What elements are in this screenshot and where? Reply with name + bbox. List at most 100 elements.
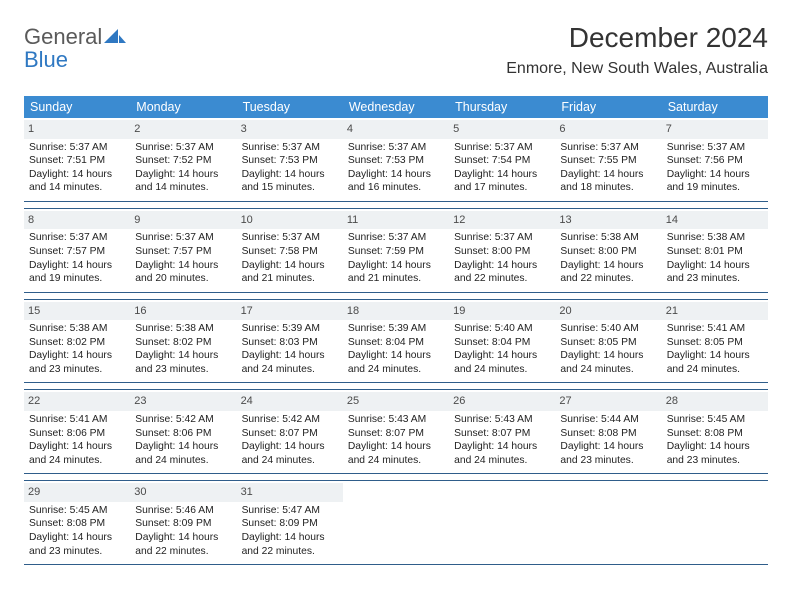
sunset-line: Sunset: 7:58 PM — [242, 245, 338, 259]
daylight-line: Daylight: 14 hours and 23 minutes. — [29, 531, 125, 558]
brand-logo: General Blue — [24, 26, 126, 72]
calendar-day: 27Sunrise: 5:44 AMSunset: 8:08 PMDayligh… — [555, 390, 661, 473]
day-of-week: Tuesday — [237, 96, 343, 118]
sunset-line: Sunset: 7:59 PM — [348, 245, 444, 259]
sunrise-line: Sunrise: 5:37 AM — [135, 141, 231, 155]
sunset-line: Sunset: 7:57 PM — [29, 245, 125, 259]
day-of-week: Saturday — [662, 96, 768, 118]
sunrise-line: Sunrise: 5:39 AM — [348, 322, 444, 336]
calendar-week: 29Sunrise: 5:45 AMSunset: 8:08 PMDayligh… — [24, 480, 768, 565]
calendar-day: 21Sunrise: 5:41 AMSunset: 8:05 PMDayligh… — [662, 300, 768, 383]
title-block: December 2024 Enmore, New South Wales, A… — [506, 22, 768, 78]
calendar-day: 13Sunrise: 5:38 AMSunset: 8:00 PMDayligh… — [555, 209, 661, 292]
calendar-day: 23Sunrise: 5:42 AMSunset: 8:06 PMDayligh… — [130, 390, 236, 473]
day-of-week: Friday — [555, 96, 661, 118]
calendar-day: 31Sunrise: 5:47 AMSunset: 8:09 PMDayligh… — [237, 481, 343, 564]
sunrise-line: Sunrise: 5:43 AM — [454, 413, 550, 427]
day-number: 6 — [555, 120, 661, 139]
day-number: 27 — [555, 392, 661, 411]
daylight-line: Daylight: 14 hours and 21 minutes. — [242, 259, 338, 286]
sunrise-line: Sunrise: 5:37 AM — [348, 141, 444, 155]
day-number: 19 — [449, 302, 555, 321]
sunrise-line: Sunrise: 5:37 AM — [348, 231, 444, 245]
brand-part2: Blue — [24, 47, 68, 72]
calendar-day: 15Sunrise: 5:38 AMSunset: 8:02 PMDayligh… — [24, 300, 130, 383]
calendar-day: 4Sunrise: 5:37 AMSunset: 7:53 PMDaylight… — [343, 118, 449, 201]
sunrise-line: Sunrise: 5:37 AM — [454, 231, 550, 245]
day-number: 13 — [555, 211, 661, 230]
calendar-week: 8Sunrise: 5:37 AMSunset: 7:57 PMDaylight… — [24, 208, 768, 293]
brand-part1: General — [24, 24, 102, 49]
sunset-line: Sunset: 8:00 PM — [560, 245, 656, 259]
daylight-line: Daylight: 14 hours and 24 minutes. — [667, 349, 763, 376]
day-number: 14 — [662, 211, 768, 230]
sunrise-line: Sunrise: 5:45 AM — [29, 504, 125, 518]
daylight-line: Daylight: 14 hours and 20 minutes. — [135, 259, 231, 286]
calendar-day: 6Sunrise: 5:37 AMSunset: 7:55 PMDaylight… — [555, 118, 661, 201]
calendar-day: 7Sunrise: 5:37 AMSunset: 7:56 PMDaylight… — [662, 118, 768, 201]
calendar-day: 14Sunrise: 5:38 AMSunset: 8:01 PMDayligh… — [662, 209, 768, 292]
calendar-day: 10Sunrise: 5:37 AMSunset: 7:58 PMDayligh… — [237, 209, 343, 292]
day-number: 20 — [555, 302, 661, 321]
daylight-line: Daylight: 14 hours and 23 minutes. — [667, 259, 763, 286]
sunset-line: Sunset: 8:07 PM — [454, 427, 550, 441]
sunset-line: Sunset: 8:02 PM — [29, 336, 125, 350]
day-of-week: Wednesday — [343, 96, 449, 118]
sunrise-line: Sunrise: 5:40 AM — [560, 322, 656, 336]
daylight-line: Daylight: 14 hours and 23 minutes. — [135, 349, 231, 376]
daylight-line: Daylight: 14 hours and 21 minutes. — [348, 259, 444, 286]
daylight-line: Daylight: 14 hours and 24 minutes. — [348, 349, 444, 376]
sunrise-line: Sunrise: 5:40 AM — [454, 322, 550, 336]
daylight-line: Daylight: 14 hours and 22 minutes. — [135, 531, 231, 558]
day-of-week: Sunday — [24, 96, 130, 118]
day-number: 25 — [343, 392, 449, 411]
sunrise-line: Sunrise: 5:37 AM — [242, 141, 338, 155]
calendar-day: 9Sunrise: 5:37 AMSunset: 7:57 PMDaylight… — [130, 209, 236, 292]
sunset-line: Sunset: 7:54 PM — [454, 154, 550, 168]
logo-sail-icon — [104, 27, 126, 49]
calendar-body: 1Sunrise: 5:37 AMSunset: 7:51 PMDaylight… — [24, 118, 768, 565]
sunrise-line: Sunrise: 5:41 AM — [667, 322, 763, 336]
sunrise-line: Sunrise: 5:42 AM — [242, 413, 338, 427]
day-number: 21 — [662, 302, 768, 321]
sunrise-line: Sunrise: 5:47 AM — [242, 504, 338, 518]
day-number: 30 — [130, 483, 236, 502]
calendar-day: 2Sunrise: 5:37 AMSunset: 7:52 PMDaylight… — [130, 118, 236, 201]
calendar-day: 1Sunrise: 5:37 AMSunset: 7:51 PMDaylight… — [24, 118, 130, 201]
day-number: 18 — [343, 302, 449, 321]
day-number: 1 — [24, 120, 130, 139]
sunrise-line: Sunrise: 5:42 AM — [135, 413, 231, 427]
sunset-line: Sunset: 7:55 PM — [560, 154, 656, 168]
header: General Blue December 2024 Enmore, New S… — [24, 22, 768, 78]
sunset-line: Sunset: 8:02 PM — [135, 336, 231, 350]
calendar-day: 18Sunrise: 5:39 AMSunset: 8:04 PMDayligh… — [343, 300, 449, 383]
sunrise-line: Sunrise: 5:44 AM — [560, 413, 656, 427]
daylight-line: Daylight: 14 hours and 16 minutes. — [348, 168, 444, 195]
day-number: 28 — [662, 392, 768, 411]
daylight-line: Daylight: 14 hours and 24 minutes. — [135, 440, 231, 467]
sunrise-line: Sunrise: 5:38 AM — [29, 322, 125, 336]
sunrise-line: Sunrise: 5:37 AM — [667, 141, 763, 155]
daylight-line: Daylight: 14 hours and 24 minutes. — [29, 440, 125, 467]
sunrise-line: Sunrise: 5:38 AM — [560, 231, 656, 245]
sunrise-line: Sunrise: 5:37 AM — [29, 141, 125, 155]
day-number: 12 — [449, 211, 555, 230]
daylight-line: Daylight: 14 hours and 24 minutes. — [560, 349, 656, 376]
day-number: 4 — [343, 120, 449, 139]
sunrise-line: Sunrise: 5:46 AM — [135, 504, 231, 518]
day-number: 29 — [24, 483, 130, 502]
sunset-line: Sunset: 8:09 PM — [242, 517, 338, 531]
calendar-day: 26Sunrise: 5:43 AMSunset: 8:07 PMDayligh… — [449, 390, 555, 473]
calendar-day: 29Sunrise: 5:45 AMSunset: 8:08 PMDayligh… — [24, 481, 130, 564]
day-number: 26 — [449, 392, 555, 411]
calendar: SundayMondayTuesdayWednesdayThursdayFrid… — [24, 96, 768, 565]
sunrise-line: Sunrise: 5:37 AM — [242, 231, 338, 245]
daylight-line: Daylight: 14 hours and 24 minutes. — [454, 349, 550, 376]
daylight-line: Daylight: 14 hours and 19 minutes. — [29, 259, 125, 286]
daylight-line: Daylight: 14 hours and 24 minutes. — [242, 349, 338, 376]
daylight-line: Daylight: 14 hours and 23 minutes. — [29, 349, 125, 376]
sunset-line: Sunset: 7:51 PM — [29, 154, 125, 168]
sunrise-line: Sunrise: 5:43 AM — [348, 413, 444, 427]
calendar-day: 30Sunrise: 5:46 AMSunset: 8:09 PMDayligh… — [130, 481, 236, 564]
sunset-line: Sunset: 7:56 PM — [667, 154, 763, 168]
